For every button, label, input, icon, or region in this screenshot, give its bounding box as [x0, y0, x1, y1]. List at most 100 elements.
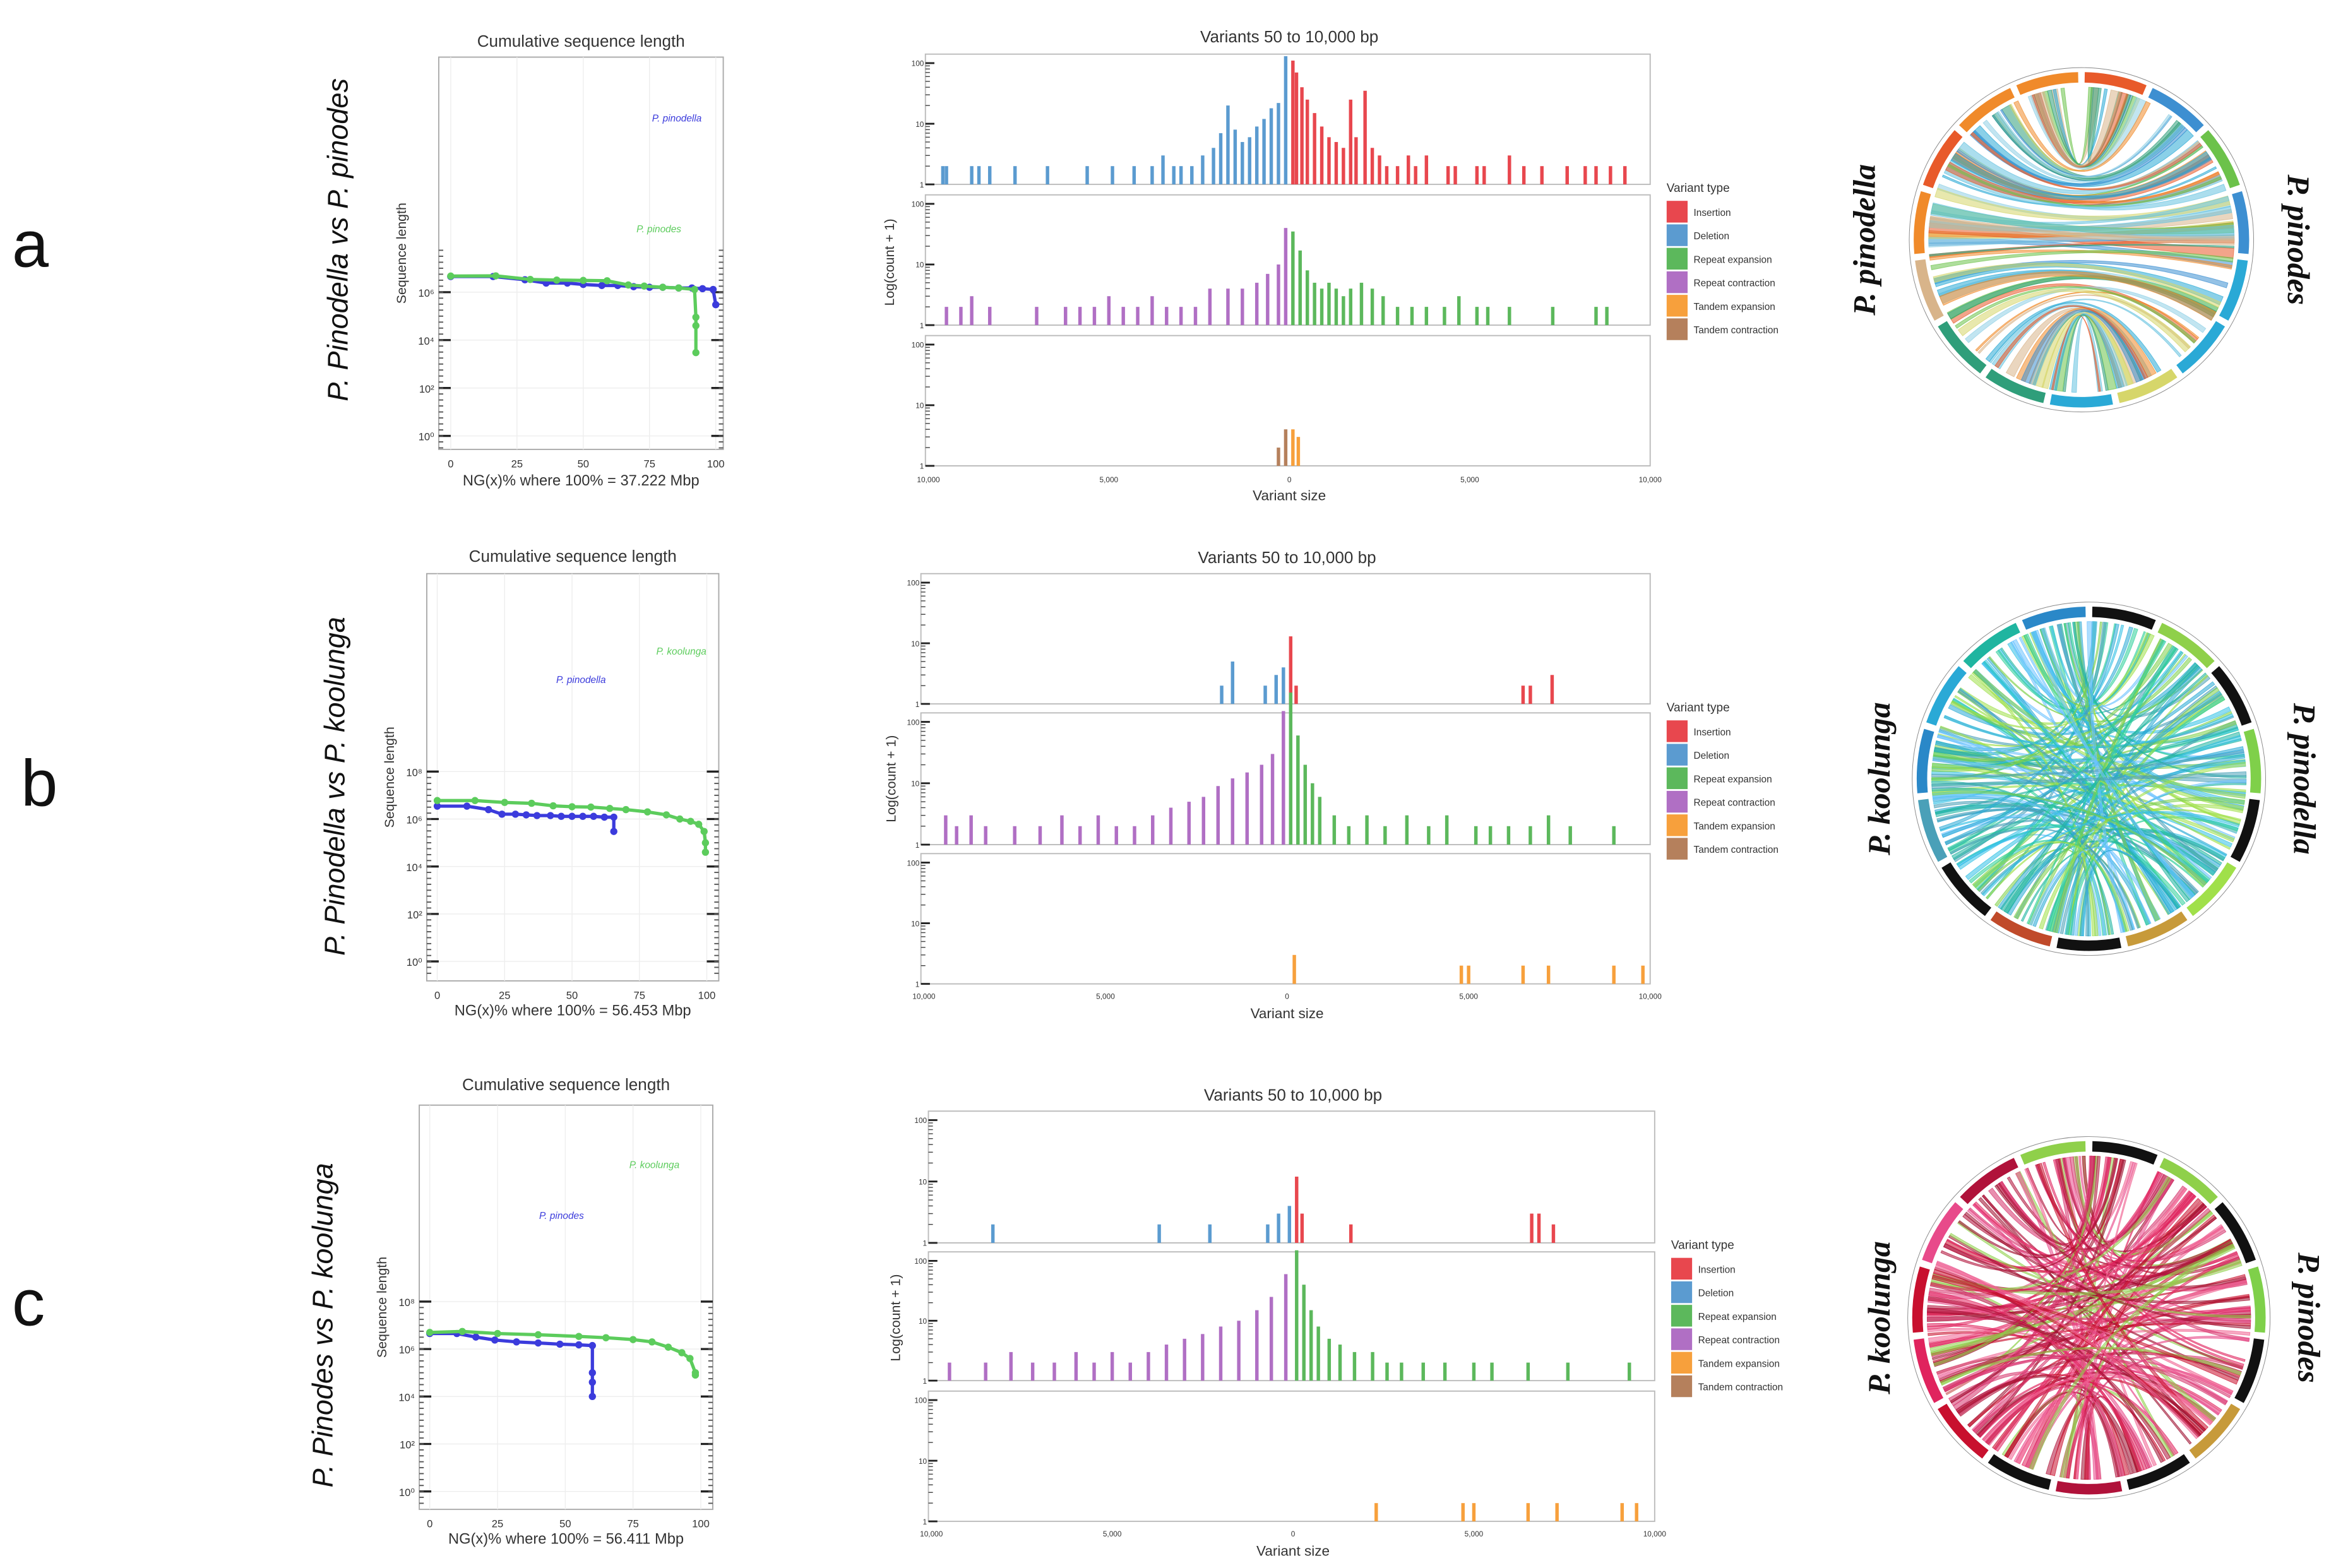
- x-tick-label: 10,000: [1639, 992, 1662, 1001]
- row-letter: c: [12, 1266, 45, 1339]
- bar-repeat-expansion: [1311, 783, 1314, 845]
- legend-swatch-repeat-expansion: [1666, 247, 1688, 270]
- x-tick-label: 75: [634, 989, 645, 1001]
- synteny-ribbon: [1931, 787, 2181, 909]
- bar-insertion: [1407, 155, 1410, 185]
- data-point: [580, 276, 587, 284]
- histogram-panel-2: 1 10 100: [912, 194, 1651, 330]
- legend-item: Tandem expansion: [1694, 821, 1775, 832]
- bar-repeat-expansion: [1371, 1351, 1374, 1381]
- x-tick-label: 5,000: [1099, 475, 1118, 484]
- bar-repeat-expansion: [1309, 1310, 1313, 1381]
- synteny-ribbon: [2075, 1162, 2138, 1480]
- bar-repeat-expansion: [1506, 826, 1511, 845]
- data-point: [648, 1338, 656, 1346]
- bar-insertion: [1475, 166, 1479, 185]
- legend-item: Deletion: [1694, 751, 1730, 761]
- y-tick-label: 100: [914, 1396, 927, 1405]
- data-point: [603, 277, 611, 285]
- histogram-panel-3: 1 10 100: [907, 853, 1651, 989]
- data-point: [700, 828, 708, 835]
- data-point: [587, 803, 595, 811]
- x-tick-label: 25: [492, 1518, 503, 1530]
- synteny-ribbon: [2030, 631, 2195, 899]
- legend-item: Tandem expansion: [1698, 1358, 1780, 1369]
- chromosome-segment: [1963, 622, 2020, 668]
- histogram-panel-1: 1 10 100: [914, 1110, 1655, 1248]
- synteny-ribbon: [1975, 639, 2167, 891]
- bar-insertion: [1623, 166, 1627, 185]
- bar-deletion: [1157, 1224, 1161, 1243]
- synteny-ribbon: [2047, 645, 2177, 932]
- legend-item: Repeat contraction: [1694, 278, 1775, 289]
- bar-repeat-contraction: [1150, 296, 1154, 326]
- data-point: [676, 815, 684, 823]
- bar-insertion: [1529, 686, 1532, 704]
- legend-swatch-insertion: [1666, 720, 1688, 742]
- y-tick-label: 10: [915, 261, 924, 270]
- panel-frame: [927, 1390, 1655, 1523]
- bar-repeat-expansion: [1410, 307, 1414, 326]
- data-point: [501, 799, 508, 806]
- bar-tandem-expansion: [1459, 965, 1463, 984]
- bar-repeat-contraction: [1107, 296, 1111, 326]
- bar-insertion: [1349, 1224, 1353, 1243]
- y-tick-label: 10²: [419, 383, 434, 395]
- bar-insertion: [1378, 155, 1381, 185]
- histogram-panel-3: 1 10 100: [912, 335, 1651, 471]
- chromosome-segment: [1916, 728, 1934, 793]
- legend-item: Insertion: [1694, 208, 1731, 218]
- circos-outer-ring: [1907, 1136, 2271, 1500]
- data-point: [513, 1338, 520, 1346]
- legend-item: Insertion: [1698, 1264, 1736, 1275]
- chromosome-segment: [2176, 321, 2226, 374]
- bar-repeat-expansion: [1529, 826, 1532, 845]
- legend-title: Variant type: [1667, 182, 1730, 195]
- circos-outer-ring: [1909, 67, 2255, 413]
- x-tick-label: 0: [1285, 992, 1289, 1001]
- legend-item: Repeat contraction: [1694, 798, 1775, 809]
- data-point: [527, 276, 534, 283]
- synteny-ribbon: [1931, 1261, 2243, 1296]
- bar-deletion: [1226, 105, 1230, 185]
- synteny-ribbon: [2060, 86, 2093, 164]
- bar-repeat-expansion: [1289, 692, 1293, 845]
- legend-item: Deletion: [1694, 231, 1730, 242]
- bar-repeat-expansion: [1338, 1345, 1342, 1381]
- y-tick-label: 1: [915, 980, 920, 989]
- synteny-ribbon: [1945, 1187, 2188, 1396]
- synteny-ribbon: [2013, 100, 2151, 172]
- panel-frame: [927, 1110, 1655, 1244]
- bar-repeat-expansion: [1443, 1362, 1447, 1381]
- bar-repeat-expansion: [1313, 282, 1316, 326]
- y-tick-label: 10⁰: [407, 956, 422, 968]
- y-tick-label: 10⁶: [399, 1344, 415, 1356]
- data-point: [588, 1341, 596, 1350]
- bar-repeat-contraction: [1216, 786, 1220, 845]
- data-point: [534, 1331, 542, 1339]
- synteny-ribbon: [1932, 793, 2161, 922]
- chromosome-segment: [1985, 369, 2046, 403]
- chromosome-segment: [2092, 1141, 2158, 1165]
- data-point: [549, 802, 557, 810]
- synteny-ribbon: [1933, 800, 2134, 931]
- bar-repeat-expansion: [1303, 764, 1308, 845]
- data-point: [511, 811, 520, 818]
- synteny-ribbon: [1930, 250, 2234, 270]
- bar-deletion: [1254, 126, 1259, 185]
- x-axis-label: Variant size: [1251, 1006, 1324, 1021]
- data-point: [662, 811, 670, 819]
- bar-deletion: [1274, 675, 1278, 704]
- chart-title: Cumulative sequence length: [469, 547, 677, 566]
- bar-repeat-expansion: [1327, 1338, 1332, 1381]
- bar-deletion: [1132, 166, 1136, 185]
- chromosome-segment: [1958, 88, 2015, 133]
- bar-repeat-contraction: [987, 307, 992, 326]
- bar-repeat-contraction: [959, 307, 963, 326]
- bar-deletion: [1266, 1224, 1270, 1243]
- bar-repeat-contraction: [1201, 1334, 1205, 1381]
- series-label: P. pinodes: [636, 224, 681, 235]
- chromosome-segment: [2159, 1158, 2218, 1204]
- synteny-ribbon: [1958, 1351, 2242, 1417]
- x-axis-label: Variant size: [1256, 1543, 1330, 1559]
